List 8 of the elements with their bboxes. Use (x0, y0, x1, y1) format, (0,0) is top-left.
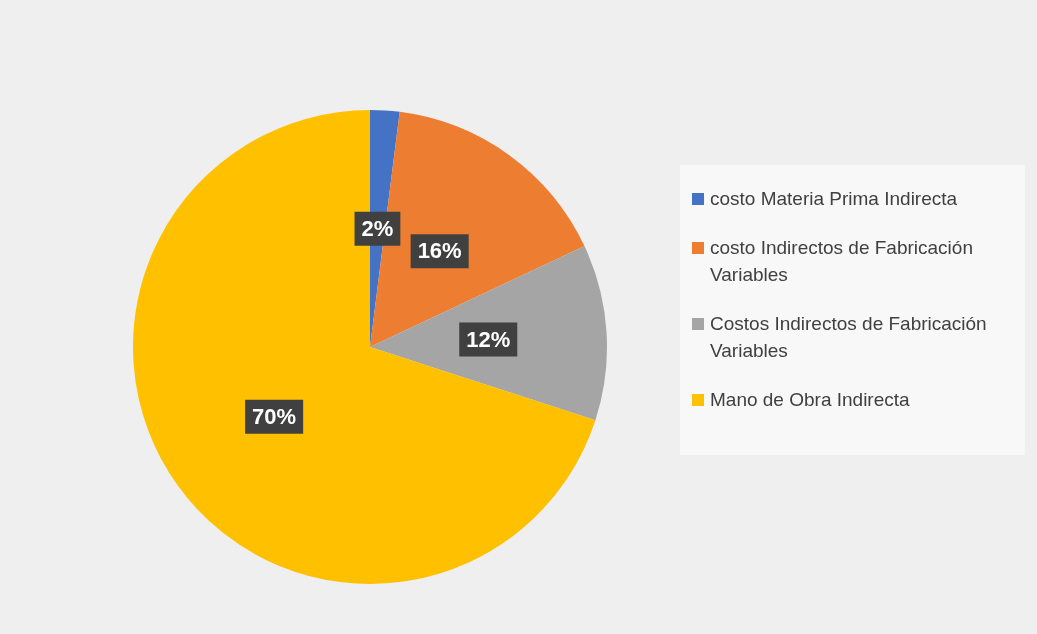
data-label: 12% (466, 326, 511, 352)
legend-label: Mano de Obra Indirecta (710, 388, 910, 412)
legend-label: Costos Indirectos de Fabricación Variables (710, 312, 988, 363)
legend-label: costo Materia Prima Indirecta (710, 187, 958, 211)
legend-label: costo Indirectos de Fabricación Variables (710, 236, 974, 287)
data-label: 2% (361, 215, 394, 241)
data-label: 16% (417, 238, 462, 264)
data-label: 70% (252, 403, 297, 429)
